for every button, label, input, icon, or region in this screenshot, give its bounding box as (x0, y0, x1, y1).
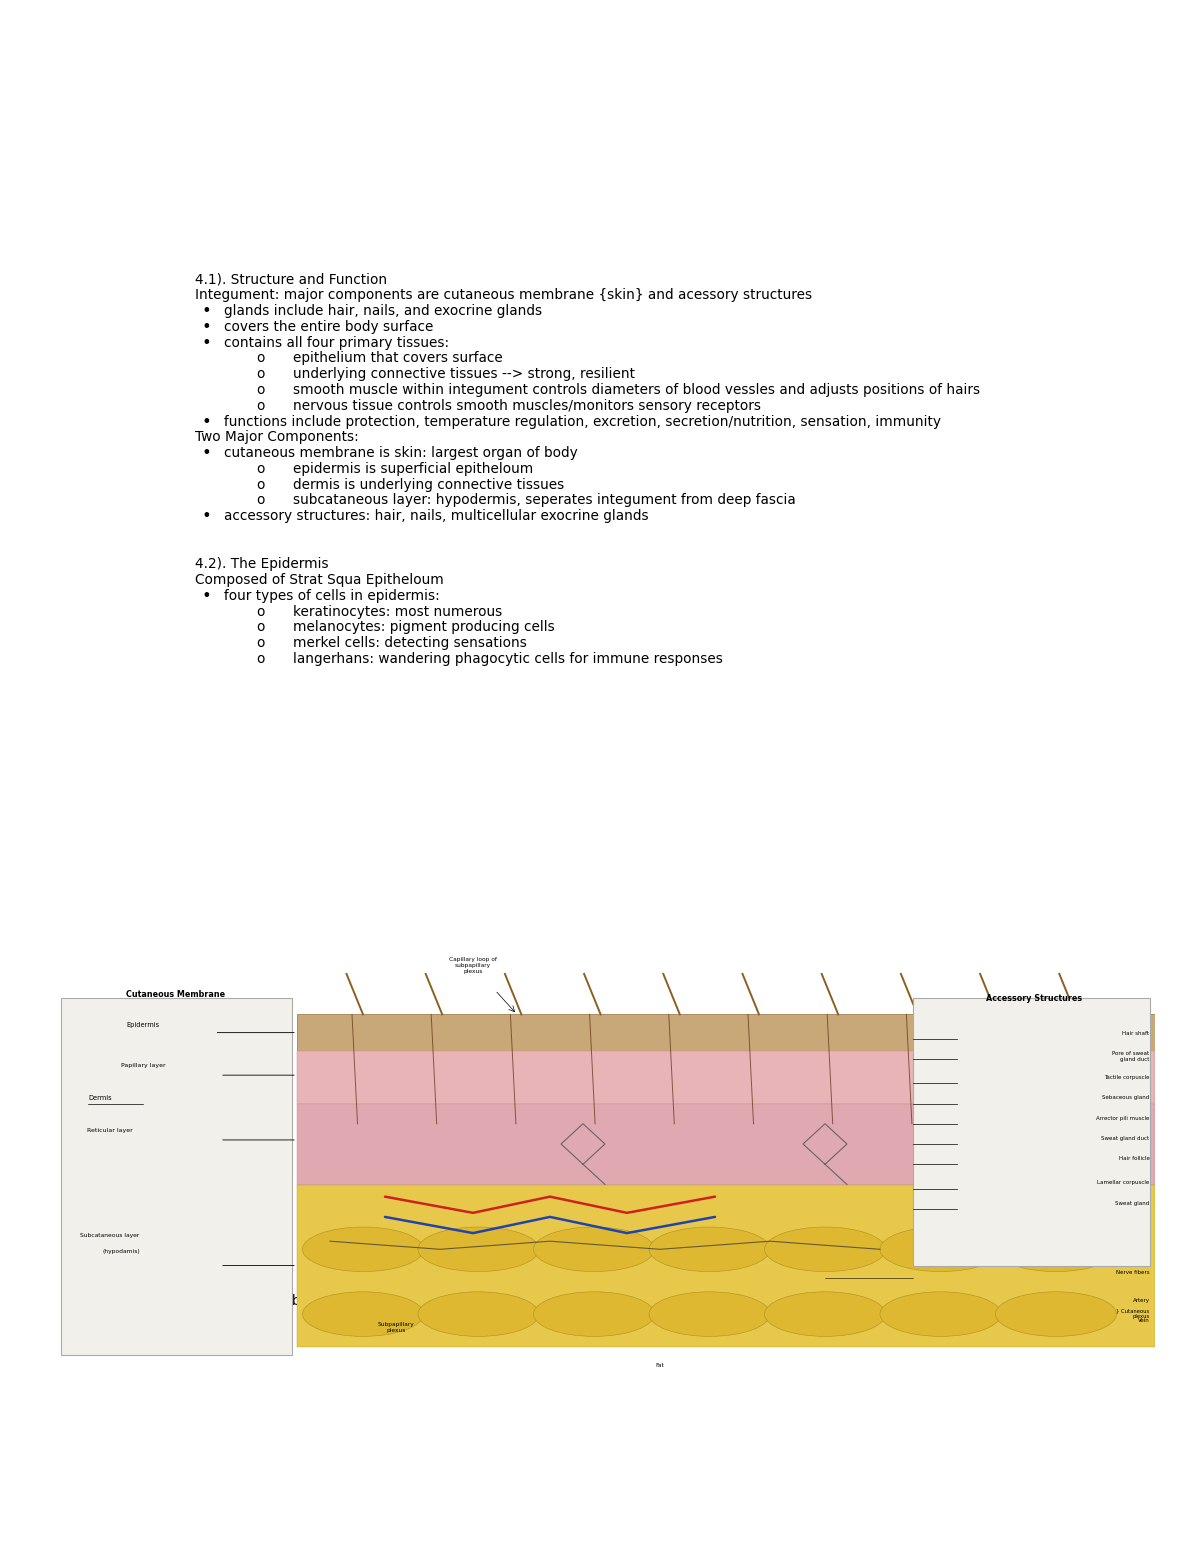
Circle shape (880, 1227, 1001, 1272)
Polygon shape (298, 1185, 1154, 1346)
Text: smooth muscle within integument controls diameters of blood vessles and adjusts : smooth muscle within integument controls… (293, 384, 980, 398)
Circle shape (880, 1292, 1001, 1337)
FancyBboxPatch shape (913, 999, 1150, 1266)
Text: Two Major Components:: Two Major Components: (194, 430, 359, 444)
Text: Nerve fibers: Nerve fibers (1116, 1269, 1150, 1275)
Text: nervous tissue controls smooth muscles/monitors sensory receptors: nervous tissue controls smooth muscles/m… (293, 399, 761, 413)
Text: Subpapillary
plexus: Subpapillary plexus (378, 1322, 414, 1332)
Text: o: o (256, 384, 264, 398)
Text: o: o (256, 604, 264, 618)
Text: o: o (256, 652, 264, 666)
Text: Pore of sweat
gland duct: Pore of sweat gland duct (1112, 1051, 1150, 1062)
Text: Tactile corpuscle: Tactile corpuscle (1104, 1075, 1150, 1081)
Text: covers the entire body surface: covers the entire body surface (223, 320, 433, 334)
Circle shape (534, 1227, 654, 1272)
Text: •: • (202, 446, 211, 461)
Text: accessory structures: hair, nails, multicellular exocrine glands: accessory structures: hair, nails, multi… (223, 509, 648, 523)
Text: 5 Layers:: 5 Layers: (194, 1278, 258, 1292)
Circle shape (996, 1292, 1116, 1337)
Circle shape (418, 1227, 539, 1272)
Text: four types of cells in epidermis:: four types of cells in epidermis: (223, 589, 439, 603)
Text: Subcataneous layer: Subcataneous layer (80, 1233, 139, 1238)
Text: Accessory Structures: Accessory Structures (986, 994, 1082, 1003)
Text: Sebaceous gland: Sebaceous gland (1103, 1095, 1150, 1101)
Text: begins at basal lamina --> stratum basale, spinosum, granulosum, lucidum, corneu: begins at basal lamina --> stratum basal… (223, 1294, 810, 1308)
Text: glands include hair, nails, and exocrine glands: glands include hair, nails, and exocrine… (223, 304, 541, 318)
Circle shape (649, 1227, 770, 1272)
Text: Lamellar corpuscle: Lamellar corpuscle (1097, 1180, 1150, 1185)
Polygon shape (298, 1014, 1154, 1051)
Text: o: o (256, 637, 264, 651)
Text: 4.1). Structure and Function: 4.1). Structure and Function (194, 272, 388, 286)
Text: •: • (202, 509, 211, 525)
Circle shape (534, 1292, 654, 1337)
Text: } Cutaneous
plexus: } Cutaneous plexus (1116, 1308, 1150, 1318)
Text: underlying connective tissues --> strong, resilient: underlying connective tissues --> strong… (293, 367, 635, 380)
Text: •: • (202, 335, 211, 351)
Polygon shape (298, 1104, 1154, 1185)
Text: functions include protection, temperature regulation, excretion, secretion/nutri: functions include protection, temperatur… (223, 415, 941, 429)
Text: merkel cells: detecting sensations: merkel cells: detecting sensations (293, 637, 527, 651)
Text: o: o (256, 367, 264, 380)
Text: Artery: Artery (1133, 1298, 1150, 1303)
Text: o: o (256, 494, 264, 508)
Text: o: o (256, 621, 264, 635)
Text: Integument: major components are cutaneous membrane {skin} and acessory structur: Integument: major components are cutaneo… (194, 289, 812, 303)
FancyBboxPatch shape (60, 999, 292, 1354)
Text: Vein: Vein (1138, 1318, 1150, 1323)
Text: o: o (256, 478, 264, 492)
Text: cutaneous membrane is skin: largest organ of body: cutaneous membrane is skin: largest orga… (223, 446, 577, 460)
Text: Reticular layer: Reticular layer (88, 1127, 133, 1132)
Circle shape (649, 1292, 770, 1337)
Circle shape (302, 1227, 424, 1272)
Text: 4.2). The Epidermis: 4.2). The Epidermis (194, 558, 329, 572)
Text: o: o (256, 399, 264, 413)
Text: Composed of Strat Squa Epitheloum: Composed of Strat Squa Epitheloum (194, 573, 444, 587)
Text: contains all four primary tissues:: contains all four primary tissues: (223, 335, 449, 349)
Text: keratinocytes: most numerous: keratinocytes: most numerous (293, 604, 503, 618)
Text: dermis is underlying connective tissues: dermis is underlying connective tissues (293, 478, 565, 492)
Circle shape (418, 1292, 539, 1337)
Text: •: • (202, 1294, 211, 1309)
Text: o: o (256, 351, 264, 365)
Text: subcataneous layer: hypodermis, seperates integument from deep fascia: subcataneous layer: hypodermis, seperate… (293, 494, 796, 508)
Text: langerhans: wandering phagocytic cells for immune responses: langerhans: wandering phagocytic cells f… (293, 652, 724, 666)
Circle shape (764, 1292, 886, 1337)
Text: epithelium that covers surface: epithelium that covers surface (293, 351, 503, 365)
Text: Cutaneous Membrane: Cutaneous Membrane (126, 991, 226, 999)
Text: Arrector pili muscle: Arrector pili muscle (1096, 1115, 1150, 1121)
Text: •: • (202, 415, 211, 430)
Circle shape (302, 1292, 424, 1337)
Text: (hypodamis): (hypodamis) (102, 1249, 140, 1255)
Polygon shape (298, 1051, 1154, 1104)
Text: Capillary loop of
subpapillary
plexus: Capillary loop of subpapillary plexus (449, 957, 497, 974)
Text: Dermis: Dermis (88, 1095, 112, 1101)
Text: Epidermis: Epidermis (126, 1022, 160, 1028)
Text: Papillary layer: Papillary layer (121, 1062, 166, 1068)
Text: Fat: Fat (655, 1362, 665, 1368)
Circle shape (996, 1227, 1116, 1272)
Text: epidermis is superficial epitheloum: epidermis is superficial epitheloum (293, 461, 534, 475)
Text: •: • (202, 304, 211, 318)
Text: •: • (202, 589, 211, 604)
Text: o: o (256, 461, 264, 475)
Text: •: • (202, 320, 211, 335)
Text: Hair shaft: Hair shaft (1122, 1031, 1150, 1036)
Text: melanocytes: pigment producing cells: melanocytes: pigment producing cells (293, 621, 556, 635)
Text: Sweat gland: Sweat gland (1115, 1200, 1150, 1205)
Circle shape (764, 1227, 886, 1272)
Text: Hair follicle: Hair follicle (1118, 1155, 1150, 1162)
Text: Sweat gland duct: Sweat gland duct (1102, 1135, 1150, 1141)
